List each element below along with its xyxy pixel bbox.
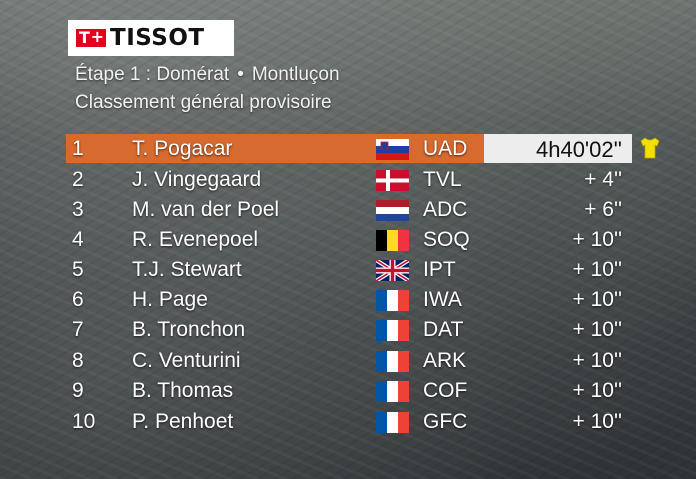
gc-time: + 4'' <box>584 168 622 191</box>
france-flag-icon <box>376 381 409 402</box>
team-code: ARK <box>423 349 467 372</box>
rider-name: T.J. Stewart <box>132 258 242 281</box>
rank: 6 <box>72 288 84 311</box>
uk-flag-icon <box>376 260 409 281</box>
team-code: UAD <box>423 137 468 160</box>
team-code: IWA <box>423 288 462 311</box>
gc-time: + 10'' <box>572 318 622 341</box>
standings-row-1: 1 T. Pogacar UAD 4h40'02'' <box>66 134 670 163</box>
gc-time: + 10'' <box>572 379 622 402</box>
rider-name: B. Tronchon <box>132 318 246 341</box>
slovenia-flag-icon <box>376 139 409 160</box>
team-code: DAT <box>423 318 464 341</box>
rank: 1 <box>72 137 84 160</box>
rider-name: H. Page <box>132 288 208 311</box>
rank: 2 <box>72 168 84 191</box>
stage-title: Étape 1 : Domérat • Montluçon <box>75 64 340 86</box>
team-code: ADC <box>423 198 468 221</box>
gc-time: + 6'' <box>584 198 622 221</box>
standings-row-9: 9 B. Thomas COF + 10'' <box>66 376 670 405</box>
team-code: TVL <box>423 168 462 191</box>
rider-name: R. Evenepoel <box>132 228 259 251</box>
denmark-flag-icon <box>376 170 409 191</box>
france-flag-icon <box>376 290 409 311</box>
gc-time: + 10'' <box>572 288 622 311</box>
yellow-jersey-icon <box>638 136 662 160</box>
stage-separator: • <box>237 64 244 85</box>
gc-time: + 10'' <box>572 349 622 372</box>
rider-name: T. Pogacar <box>132 137 233 160</box>
rank: 9 <box>72 379 84 402</box>
standings-row-8: 8 C. Venturini ARK + 10'' <box>66 346 670 375</box>
team-code: COF <box>423 379 468 402</box>
gc-time: + 10'' <box>572 410 622 433</box>
stage-start: Étape 1 : Domérat <box>75 64 230 85</box>
gc-time: + 10'' <box>572 228 622 251</box>
leader-bar <box>66 134 484 163</box>
standings-row-10: 10 P. Penhoet GFC + 10'' <box>66 407 670 436</box>
rider-name: B. Thomas <box>132 379 234 402</box>
rider-name: C. Venturini <box>132 349 241 372</box>
france-flag-icon <box>376 412 409 433</box>
team-code: SOQ <box>423 228 470 251</box>
standings-row-4: 4 R. Evenepoel SOQ + 10'' <box>66 225 670 254</box>
standings-row-2: 2 J. Vingegaard TVL + 4'' <box>66 165 670 194</box>
tissot-logo: TISSOT <box>68 20 234 56</box>
classification-subtitle: Classement général provisoire <box>75 92 332 113</box>
rank: 4 <box>72 228 84 251</box>
rank: 7 <box>72 318 84 341</box>
rider-name: P. Penhoet <box>132 410 234 433</box>
rank: 3 <box>72 198 84 221</box>
rider-name: J. Vingegaard <box>132 168 262 191</box>
gc-time: + 10'' <box>572 258 622 281</box>
standings-row-7: 7 B. Tronchon DAT + 10'' <box>66 315 670 344</box>
rank: 5 <box>72 258 84 281</box>
team-code: IPT <box>423 258 456 281</box>
leader-time-box <box>484 134 632 163</box>
rank: 10 <box>72 410 96 433</box>
france-flag-icon <box>376 351 409 372</box>
logo-text: TISSOT <box>110 25 205 51</box>
rank: 8 <box>72 349 84 372</box>
standings-row-3: 3 M. van der Poel ADC + 6'' <box>66 195 670 224</box>
france-flag-icon <box>376 320 409 341</box>
rider-name: M. van der Poel <box>132 198 280 221</box>
standings-row-5: 5 T.J. Stewart IPT + 10'' <box>66 255 670 284</box>
team-code: GFC <box>423 410 468 433</box>
gc-time: 4h40'02'' <box>535 137 622 162</box>
belgium-flag-icon <box>376 230 409 251</box>
standings-row-6: 6 H. Page IWA + 10'' <box>66 285 670 314</box>
stage-end: Montluçon <box>251 64 340 85</box>
netherlands-flag-icon <box>376 200 409 221</box>
tissot-cross-icon <box>76 27 106 47</box>
